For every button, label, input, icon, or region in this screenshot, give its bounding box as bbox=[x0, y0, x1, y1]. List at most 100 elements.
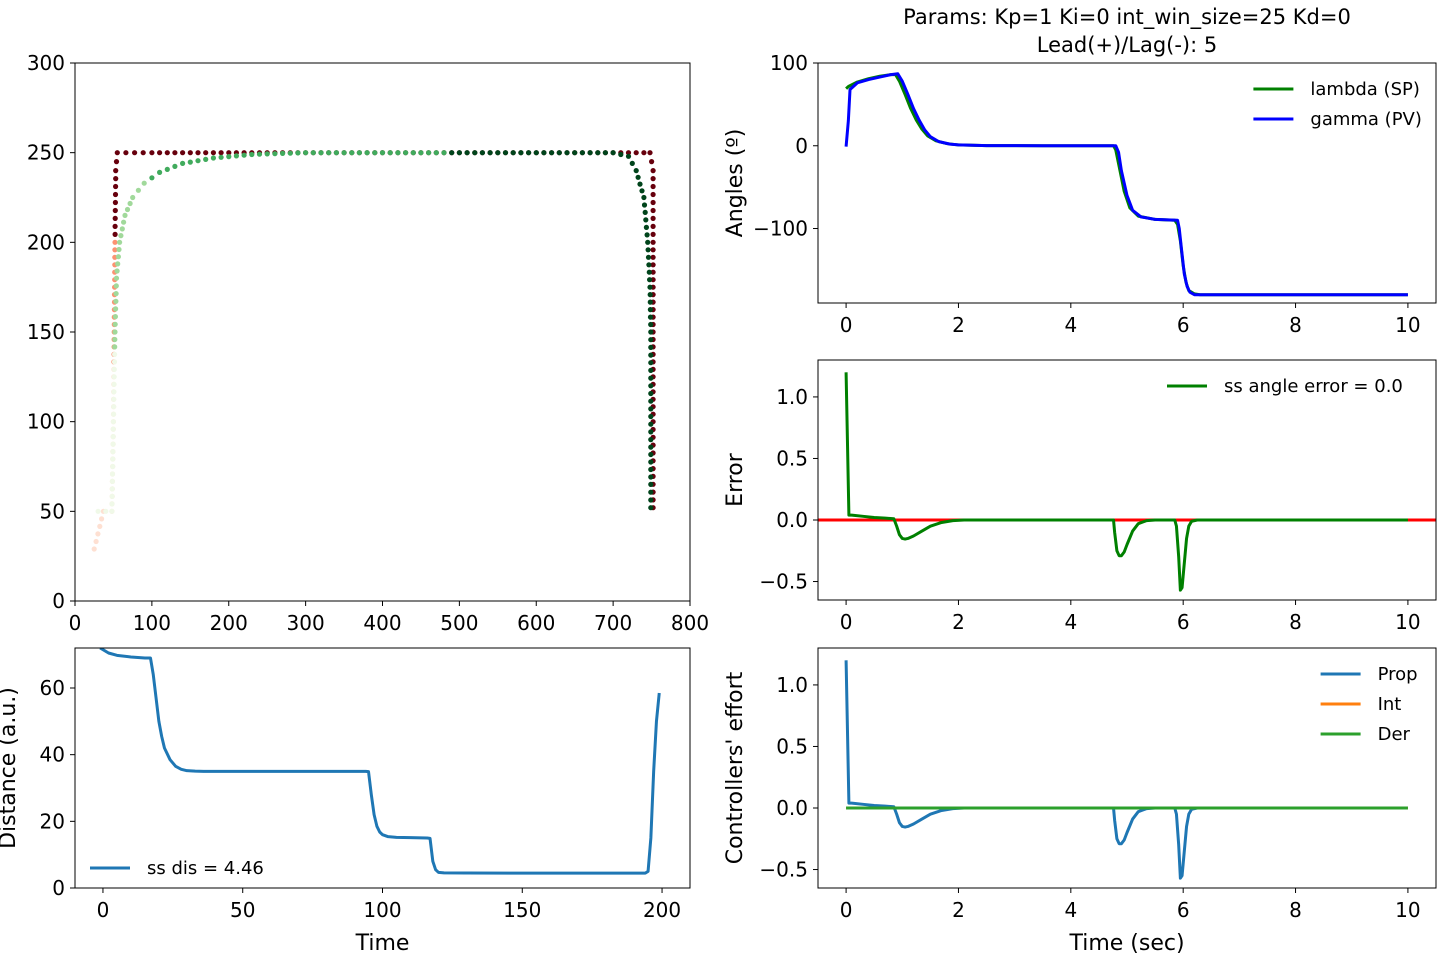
trajectory-ytick-label: 50 bbox=[40, 499, 65, 523]
trajectory-actual-point bbox=[119, 226, 125, 232]
trajectory-xtick-label: 100 bbox=[133, 611, 171, 635]
trajectory-actual-point bbox=[433, 150, 439, 156]
trajectory-actual-point bbox=[648, 437, 654, 443]
trajectory-target-point bbox=[650, 191, 656, 198]
trajectory-xtick-label: 500 bbox=[440, 611, 478, 635]
trajectory-actual-point bbox=[233, 153, 239, 159]
trajectory-target-point bbox=[97, 523, 103, 530]
error-frame bbox=[817, 359, 1437, 601]
trajectory-actual-point bbox=[326, 150, 332, 156]
trajectory-target-point bbox=[93, 538, 99, 545]
trajectory-actual-point bbox=[111, 396, 117, 402]
distance-xtick-label: 0 bbox=[97, 898, 110, 922]
trajectory-actual-point bbox=[526, 150, 532, 156]
trajectory-target-point bbox=[647, 150, 653, 156]
trajectory-actual-point bbox=[103, 508, 109, 514]
angles-series-line-lambda bbox=[845, 73, 1408, 297]
trajectory-xtick-label: 700 bbox=[594, 611, 632, 635]
trajectory-actual-point bbox=[647, 314, 654, 320]
distance-frame bbox=[74, 647, 691, 889]
trajectory-actual-point bbox=[110, 441, 116, 447]
trajectory-actual-point bbox=[113, 306, 119, 312]
trajectory-target-point bbox=[112, 215, 118, 221]
trajectory-actual-point bbox=[287, 150, 293, 156]
trajectory-ytick-label: 0 bbox=[52, 589, 65, 613]
trajectory-target-point bbox=[112, 247, 118, 253]
effort-ytick-label: −0.5 bbox=[759, 858, 808, 882]
effort-series-line-prop bbox=[844, 660, 1408, 880]
trajectory-actual-point bbox=[643, 224, 650, 230]
trajectory-actual-point bbox=[572, 150, 578, 156]
trajectory-target-point bbox=[650, 176, 656, 182]
trajectory-actual-point bbox=[564, 150, 570, 156]
trajectory-actual-point bbox=[641, 194, 647, 201]
trajectory-actual-point bbox=[645, 254, 652, 260]
trajectory-target-point bbox=[99, 516, 105, 522]
trajectory-ytick-label: 200 bbox=[27, 230, 65, 254]
trajectory-target-point bbox=[114, 150, 120, 156]
trajectory-target-point bbox=[112, 207, 118, 214]
trajectory-actual-point bbox=[110, 456, 116, 462]
trajectory-actual-point bbox=[648, 489, 654, 495]
trajectory-actual-point bbox=[479, 150, 485, 156]
trajectory-actual-point bbox=[549, 150, 555, 156]
effort-ytick-label: 0.0 bbox=[776, 796, 808, 820]
trajectory-ytick-label: 150 bbox=[27, 320, 65, 344]
trajectory-target-point bbox=[210, 150, 216, 156]
trajectory-actual-point bbox=[372, 150, 378, 156]
trajectory-actual-point bbox=[647, 277, 653, 283]
trajectory-target-point bbox=[650, 231, 656, 237]
trajectory-target-point bbox=[650, 168, 656, 174]
trajectory-actual-point bbox=[618, 151, 624, 158]
trajectory-target-point bbox=[650, 199, 656, 206]
trajectory-actual-point bbox=[195, 158, 201, 164]
trajectory-actual-point bbox=[449, 150, 455, 156]
trajectory-actual-point bbox=[541, 150, 547, 156]
trajectory-actual-point bbox=[226, 154, 232, 160]
trajectory-actual-point bbox=[648, 344, 654, 350]
error-ytick-label: −0.5 bbox=[759, 570, 808, 594]
effort-xtick-label: 4 bbox=[1064, 898, 1077, 922]
trajectory-actual-point bbox=[639, 188, 645, 194]
trajectory-actual-point bbox=[249, 151, 255, 158]
angles-xtick-label: 2 bbox=[952, 313, 965, 337]
trajectory-actual-point bbox=[648, 383, 654, 389]
trajectory-actual-point bbox=[648, 352, 654, 358]
trajectory-target-point bbox=[650, 262, 656, 268]
trajectory-target-point bbox=[633, 150, 639, 156]
trajectory-actual-point bbox=[648, 459, 654, 465]
distance-ylabel: Distance (a.u.) bbox=[0, 687, 21, 849]
trajectory-actual-point bbox=[124, 206, 131, 213]
error-legend-label: ss angle error = 0.0 bbox=[1224, 376, 1403, 397]
error-series-line-ss bbox=[844, 372, 1408, 592]
trajectory-actual-point bbox=[110, 426, 116, 432]
angles-ytick-label: −100 bbox=[753, 217, 808, 241]
trajectory-actual-point bbox=[637, 181, 643, 187]
angles-ytick-label: 100 bbox=[770, 51, 808, 75]
trajectory-actual-point bbox=[141, 180, 147, 186]
error-xtick-label: 4 bbox=[1064, 610, 1077, 634]
trajectory-actual-point bbox=[112, 329, 118, 335]
trajectory-actual-point bbox=[109, 478, 115, 484]
trajectory-target-point bbox=[140, 150, 146, 156]
effort-plot-area bbox=[844, 660, 1408, 880]
error-panel: 0 2 4 6 8 10 1.0 0.5 0.0 −0.5 Error ss angle error … bbox=[723, 359, 1437, 634]
trajectory-ytick-label: 250 bbox=[27, 141, 65, 165]
trajectory-actual-point bbox=[510, 150, 516, 156]
trajectory-actual-point bbox=[111, 366, 117, 372]
trajectory-actual-point bbox=[117, 239, 123, 245]
trajectory-actual-point bbox=[395, 150, 401, 156]
trajectory-target-point bbox=[641, 150, 647, 156]
error-xtick-label: 6 bbox=[1177, 610, 1190, 634]
trajectory-actual-point bbox=[256, 151, 263, 157]
trajectory-actual-point bbox=[310, 150, 316, 156]
distance-legend-label: ss dis = 4.46 bbox=[147, 858, 264, 879]
effort-panel: 0 2 4 6 8 10 1.0 0.5 0.0 −0.5 Time (sec) Controller… bbox=[723, 647, 1437, 956]
trajectory-target-point bbox=[113, 183, 119, 190]
trajectory-actual-point bbox=[112, 314, 118, 320]
trajectory-ytick-label: 100 bbox=[27, 410, 65, 434]
trajectory-actual-point bbox=[241, 152, 247, 158]
trajectory-actual-point bbox=[645, 239, 651, 245]
trajectory-target-point bbox=[218, 150, 224, 156]
